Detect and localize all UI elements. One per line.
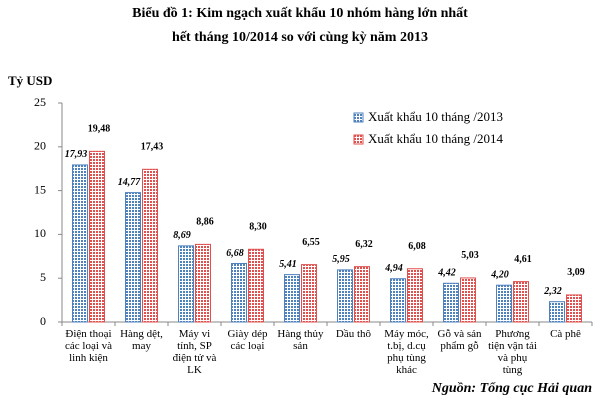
- y-tick-label: 10: [34, 226, 46, 240]
- value-label: 4,94: [384, 263, 403, 274]
- bar: [248, 248, 264, 323]
- bar: [142, 168, 158, 323]
- legend-label: Xuất khẩu 10 tháng /2013: [368, 109, 503, 124]
- bar: [460, 277, 476, 323]
- bar: [301, 264, 317, 323]
- x-tick-label: Phương tiện vận tải và phụ tùng: [488, 328, 537, 376]
- value-label: 6,32: [355, 239, 373, 250]
- x-tick-label: Hàng thủy sản: [277, 328, 324, 352]
- bar: [443, 282, 459, 323]
- value-label: 4,42: [437, 268, 456, 279]
- value-label: 5,41: [279, 259, 297, 270]
- y-tick-label: 0: [40, 314, 46, 328]
- value-label: 3,09: [567, 267, 585, 278]
- source: Nguồn: Tổng cục Hải quan: [431, 381, 592, 396]
- x-tick-label: Cà phê: [550, 328, 581, 340]
- x-tick-label: Dầu thô: [335, 328, 372, 340]
- bar: [178, 245, 194, 323]
- y-tick-label: 25: [34, 95, 46, 109]
- chart-subtitle: hết tháng 10/2014 so với cùng kỳ năm 201…: [172, 30, 428, 45]
- bar: [390, 278, 406, 323]
- bar: [125, 192, 141, 323]
- value-label: 6,08: [408, 241, 426, 252]
- value-label: 2,32: [543, 286, 562, 297]
- x-tick-label: Gỗ và sản phẩm gỗ: [437, 328, 482, 352]
- legend-swatch: [353, 112, 364, 123]
- y-tick-label: 5: [40, 270, 46, 284]
- value-label: 17,93: [65, 149, 88, 160]
- bar: [72, 164, 88, 323]
- x-tick-label: Điện thoại các loại và linh kiện: [64, 328, 113, 364]
- bar: [195, 243, 211, 323]
- x-tick-label: Máy vi tính, SP điện tử và LK: [172, 328, 217, 376]
- value-label: 5,95: [332, 254, 350, 265]
- bar: [566, 294, 582, 323]
- value-label: 6,68: [226, 248, 244, 259]
- value-label: 4,61: [514, 254, 532, 265]
- bar: [231, 262, 247, 323]
- value-label: 6,55: [302, 237, 320, 248]
- y-axis-label: Tỷ USD: [8, 73, 52, 88]
- x-tick-label: Giày dép các loại: [227, 328, 268, 352]
- x-tick-label: Máy móc, t.bị, d.cụ phụ tùng khác: [384, 328, 429, 376]
- value-label: 8,30: [249, 222, 267, 233]
- value-label: 19,48: [88, 124, 111, 135]
- bar: [549, 301, 565, 323]
- y-tick-label: 15: [34, 182, 46, 196]
- value-label: 17,43: [141, 142, 164, 153]
- value-label: 14,77: [118, 177, 142, 188]
- bar: [284, 274, 300, 323]
- value-label: 5,03: [461, 250, 479, 261]
- legend-swatch: [353, 134, 364, 145]
- bar: [354, 266, 370, 323]
- value-label: 8,69: [173, 230, 191, 241]
- x-tick-label: Hàng dệt, may: [120, 328, 163, 352]
- bar: [513, 281, 529, 323]
- chart-title: Biểu đồ 1: Kim ngạch xuất khẩu 10 nhóm h…: [132, 6, 468, 21]
- bar: [496, 284, 512, 323]
- bar: [337, 269, 353, 323]
- bar: [89, 150, 105, 323]
- legend-label: Xuất khẩu 10 tháng /2014: [368, 131, 504, 146]
- value-label: 4,20: [490, 270, 509, 281]
- value-label: 8,86: [196, 217, 214, 228]
- y-tick-label: 20: [34, 139, 46, 153]
- bar: [407, 268, 423, 323]
